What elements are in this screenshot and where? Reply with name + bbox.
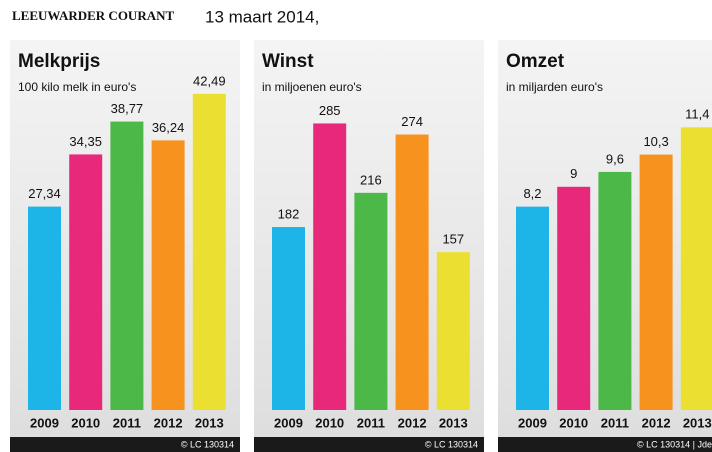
value-label: 38,77 [111, 101, 144, 116]
footer-bar [10, 437, 240, 452]
bar [110, 121, 144, 410]
value-label: 8,2 [523, 186, 541, 201]
x-tick-label: 2013 [683, 415, 712, 430]
value-label: 274 [401, 114, 423, 129]
value-label: 11,4 [685, 107, 709, 122]
chart-subtitle: in miljarden euro's [506, 80, 603, 94]
value-label: 9 [570, 166, 577, 181]
bar [680, 127, 712, 410]
bar [639, 154, 673, 410]
value-label: 157 [442, 232, 464, 247]
bar [28, 206, 61, 410]
x-tick-label: 2012 [398, 415, 427, 430]
x-tick-label: 2011 [113, 415, 141, 430]
chart-subtitle: in miljoenen euro's [262, 80, 362, 94]
x-tick-label: 2009 [274, 415, 303, 430]
chart-subtitle: 100 kilo melk in euro's [18, 80, 136, 94]
value-label: 34,35 [69, 134, 102, 149]
bar [69, 154, 103, 410]
value-label: 10,3 [643, 134, 668, 149]
bar [313, 123, 347, 410]
date: 13 maart 2014, [205, 7, 319, 26]
bar [192, 93, 226, 411]
value-label: 42,49 [193, 73, 226, 88]
bar [151, 140, 185, 411]
bar [557, 186, 591, 410]
bar [436, 252, 470, 410]
publication: LEEUWARDER COURANT [12, 8, 174, 23]
chart-title: Winst [262, 51, 314, 72]
x-tick-label: 2011 [357, 415, 385, 430]
footer-bar [254, 437, 484, 452]
footer-bar [498, 437, 712, 452]
source: © LC 130314 | Jde [637, 439, 712, 449]
source: © LC 130314 [181, 439, 234, 449]
value-label: 27,34 [28, 186, 61, 201]
x-tick-label: 2013 [439, 415, 468, 430]
x-tick-label: 2012 [154, 415, 183, 430]
x-tick-label: 2013 [195, 415, 224, 430]
source: © LC 130314 [425, 439, 478, 449]
bar [395, 134, 429, 410]
x-tick-label: 2012 [642, 415, 671, 430]
value-label: 216 [360, 172, 382, 187]
bar [516, 206, 549, 410]
chart-title: Melkprijs [18, 51, 100, 72]
value-label: 285 [319, 103, 341, 118]
x-tick-label: 2009 [30, 415, 59, 430]
value-label: 9,6 [606, 151, 624, 166]
x-tick-label: 2009 [518, 415, 547, 430]
x-tick-label: 2010 [559, 415, 588, 430]
x-tick-label: 2010 [71, 415, 100, 430]
bar [272, 227, 305, 410]
x-tick-label: 2010 [315, 415, 344, 430]
value-label: 36,24 [152, 120, 185, 135]
bar [354, 192, 388, 410]
bar [598, 171, 632, 410]
value-label: 182 [278, 206, 300, 221]
chart-title: Omzet [506, 51, 565, 72]
x-tick-label: 2011 [601, 415, 629, 430]
